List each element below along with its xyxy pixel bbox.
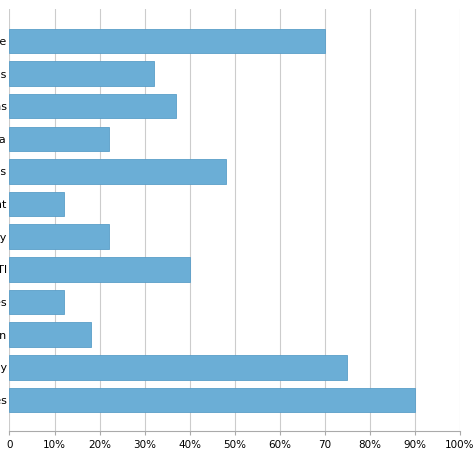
Bar — [9, 388, 415, 412]
Bar — [9, 322, 91, 347]
Bar — [9, 192, 64, 216]
Bar — [9, 355, 347, 380]
Bar — [9, 257, 190, 282]
Bar — [9, 94, 176, 118]
Bar — [9, 61, 154, 86]
Bar — [9, 127, 109, 151]
Bar — [9, 225, 109, 249]
Bar — [9, 28, 325, 53]
Bar — [9, 159, 226, 184]
Bar — [9, 290, 64, 314]
